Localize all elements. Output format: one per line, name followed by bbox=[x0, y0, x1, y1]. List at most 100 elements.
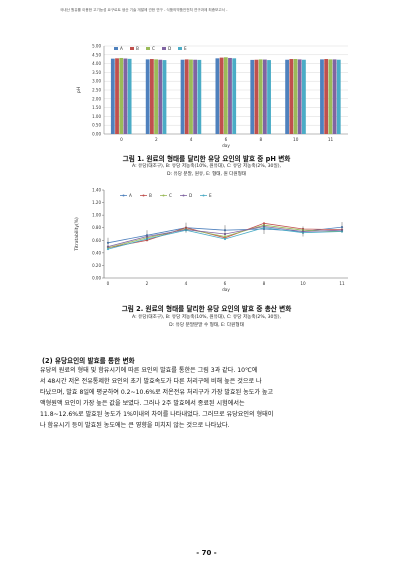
x-tick-label: 11 bbox=[339, 281, 345, 286]
bar-C bbox=[328, 59, 333, 134]
x-tick-label: 11 bbox=[328, 137, 334, 142]
paragraph-line: 타났으며, 발효 8일에 평균하여 0.2~10.6%로 저온전유 처리구가 가… bbox=[40, 389, 274, 396]
figure2-chart: 0.00 0.20 0.40 0.60 0.80 1.00 1.20 1.40 Titratab… bbox=[74, 188, 348, 292]
point-E bbox=[223, 237, 227, 241]
bar-D bbox=[193, 59, 198, 135]
bar-E bbox=[336, 59, 341, 135]
page-number: - 70 - bbox=[196, 549, 217, 557]
bar-C bbox=[119, 57, 124, 134]
y-tick-label: 2.00 bbox=[92, 96, 101, 101]
x-tick-label: 2 bbox=[146, 281, 149, 286]
y-tick-label: 5.00 bbox=[92, 44, 101, 49]
bar-D bbox=[158, 59, 163, 135]
legend-label-A: A bbox=[120, 46, 123, 51]
figure2-caption: 그림 2. 원료의 형태를 달리한 유당 요인의 발효 중 총산 변화 bbox=[121, 305, 292, 313]
y-tick-label: 4.50 bbox=[92, 52, 101, 57]
bar-B bbox=[324, 59, 329, 134]
bar-C bbox=[189, 59, 193, 134]
bar-E bbox=[232, 58, 237, 134]
legend-label-B: B bbox=[149, 193, 152, 198]
legend-label-D: D bbox=[168, 46, 171, 51]
x-tick-label: 10 bbox=[300, 281, 306, 286]
bar-E bbox=[267, 60, 271, 134]
y-axis-label: Titratability(%) bbox=[74, 217, 80, 252]
bar-A bbox=[180, 59, 185, 135]
figure2-note-1: A: 유당(대조구), B: 유당 저농축(10%, 원유대), C: 유당 저… bbox=[132, 315, 281, 320]
paragraph-line: 11.8~12.6%로 발효된 농도가 1%이내의 차이를 나타내었다. 그러므… bbox=[40, 411, 274, 418]
bar-B bbox=[184, 59, 189, 134]
x-tick-label: 2 bbox=[155, 137, 158, 142]
y-tick-label: 0.00 bbox=[92, 276, 101, 281]
point-E bbox=[106, 247, 110, 251]
bar-C bbox=[293, 59, 298, 134]
bar-D bbox=[332, 59, 337, 134]
paragraph-line: 유당의 원료의 형태 및 함유시기에 따른 요인의 발효를 통한은 그림 3과 … bbox=[40, 367, 258, 374]
x-tick-label: 6 bbox=[224, 281, 227, 286]
legend-swatch-E bbox=[178, 47, 182, 50]
bar-A bbox=[320, 59, 324, 134]
figure1-note-1: A: 유당(대조구), B: 유당 저농축(10%, 원유대), C: 유당 저… bbox=[132, 164, 281, 169]
legend-marker-B bbox=[142, 194, 145, 197]
bar-C bbox=[258, 59, 263, 134]
bar-E bbox=[162, 60, 167, 134]
paragraph-line: 나 함유시기 등이 발효된 농도에는 큰 영향을 미치지 않는 것으로 나타났다… bbox=[40, 422, 230, 429]
y-tick-label: 1.20 bbox=[92, 200, 101, 205]
bar-E bbox=[127, 58, 132, 134]
legend-swatch-A bbox=[114, 47, 118, 50]
y-tick-label: 1.00 bbox=[92, 213, 101, 218]
bar-B bbox=[289, 59, 294, 134]
bar-A bbox=[285, 59, 290, 135]
legend-label-C: C bbox=[152, 46, 155, 51]
y-tick-label: 1.40 bbox=[92, 188, 101, 193]
figure1-caption: 그림 1. 원료의 형태를 달리한 유당 요인의 발효 중 pH 변화 bbox=[122, 155, 291, 163]
figure1-chart: 0.00 0.50 1.00 1.50 2.00 2.50 3.00 3.50 4.00 4.50… bbox=[76, 44, 348, 148]
y-tick-label: 4.00 bbox=[92, 61, 101, 66]
legend-label-E: E bbox=[184, 46, 187, 51]
y-tick-label: 1.50 bbox=[92, 105, 101, 110]
x-tick-label: 4 bbox=[185, 281, 188, 286]
x-axis-label: day bbox=[222, 287, 230, 292]
bar-B bbox=[149, 59, 154, 134]
point-B bbox=[262, 222, 266, 225]
legend-label-B: B bbox=[136, 46, 139, 51]
legend-swatch-D bbox=[162, 47, 166, 50]
section-title: (2) 유당요인의 발효를 통한 변화 bbox=[42, 357, 135, 365]
legend-marker-D bbox=[182, 194, 185, 197]
bar-D bbox=[262, 59, 267, 134]
y-tick-label: 0.80 bbox=[92, 225, 101, 230]
legend-label-D: D bbox=[189, 193, 192, 198]
x-tick-label: 0 bbox=[120, 137, 123, 142]
bar-D bbox=[123, 58, 128, 134]
y-tick-label: 1.00 bbox=[92, 114, 101, 119]
bar-B bbox=[115, 58, 119, 134]
paragraph-line: 액형원액 요인이 가장 높은 값을 보였다. 그러나 2주 발효에서 종료된 시… bbox=[40, 400, 245, 407]
y-tick-label: 0.60 bbox=[92, 238, 101, 243]
bar-A bbox=[215, 58, 220, 134]
bar-B bbox=[254, 59, 259, 135]
bar-E bbox=[197, 59, 202, 134]
bar-A bbox=[250, 59, 255, 134]
x-tick-label: 8 bbox=[263, 281, 266, 286]
legend-label-C: C bbox=[169, 193, 172, 198]
legend-marker-A bbox=[122, 194, 125, 197]
y-tick-label: 2.50 bbox=[92, 88, 101, 93]
paragraph-line: 서 48시간 저온 전유통제한 요인의 초기 발효속도가 다른 처리구에 비해 … bbox=[40, 378, 262, 385]
bar-B bbox=[219, 57, 224, 134]
y-tick-label: 0.20 bbox=[92, 263, 101, 268]
legend-label-E: E bbox=[209, 193, 212, 198]
y-tick-label: 0.50 bbox=[92, 123, 101, 128]
x-tick-label: 8 bbox=[260, 137, 263, 142]
y-axis-label: pH bbox=[76, 87, 82, 93]
legend-label-A: A bbox=[129, 193, 132, 198]
legend-swatch-B bbox=[130, 47, 134, 50]
bar-E bbox=[302, 59, 306, 135]
bar-D bbox=[297, 59, 302, 134]
point-C bbox=[223, 235, 227, 238]
x-tick-label: 6 bbox=[225, 137, 228, 142]
bar-C bbox=[223, 57, 228, 134]
legend-marker-E bbox=[202, 194, 205, 197]
y-tick-label: 3.50 bbox=[92, 70, 101, 75]
y-tick-label: 0.00 bbox=[92, 132, 101, 137]
legend-marker-C bbox=[162, 194, 165, 197]
figure1-note-2: D: 유당 분말, 원유, E: 형태, 원 다원형태 bbox=[166, 172, 247, 177]
